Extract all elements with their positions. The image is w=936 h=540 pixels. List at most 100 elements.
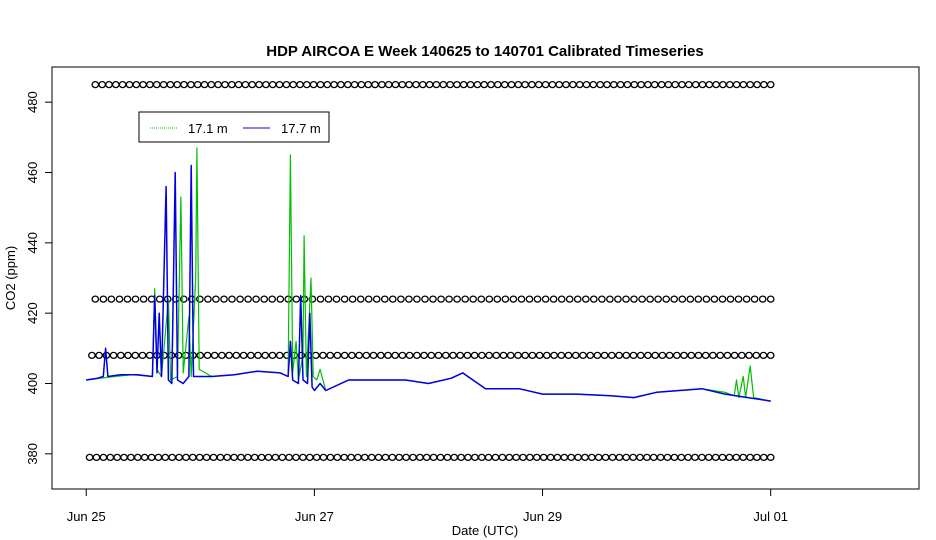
flag-marker	[236, 295, 244, 303]
flag-marker	[124, 351, 132, 360]
flag-marker	[425, 80, 434, 89]
flag-marker	[732, 453, 741, 462]
flag-marker	[168, 453, 177, 462]
flag-marker	[485, 295, 494, 303]
flag-marker	[514, 351, 522, 360]
flag-marker	[116, 351, 125, 360]
flag-marker	[657, 80, 666, 89]
flag-marker	[649, 453, 658, 462]
flag-marker	[340, 295, 349, 303]
flag-marker	[187, 80, 195, 89]
flag-marker	[678, 295, 687, 303]
flag-marker	[308, 295, 317, 303]
flag-marker	[704, 453, 713, 462]
flag-marker	[88, 351, 96, 360]
flag-marker	[698, 80, 707, 89]
flag-marker	[723, 351, 732, 360]
flag-marker	[405, 80, 413, 89]
flag-marker	[214, 80, 222, 89]
flag-marker	[553, 453, 562, 462]
flag-marker	[656, 453, 665, 462]
flag-marker	[629, 453, 637, 462]
flag-marker	[362, 351, 371, 360]
flag-marker	[436, 453, 445, 462]
flag-marker	[746, 453, 754, 462]
flag-marker	[664, 80, 673, 89]
flag-marker	[429, 295, 437, 303]
flag-marker	[367, 453, 376, 462]
y-tick-label: 380	[25, 443, 40, 465]
flag-marker	[532, 453, 541, 462]
flag-marker	[98, 80, 107, 89]
flag-marker	[378, 80, 386, 89]
flag-marker	[541, 80, 550, 89]
flag-marker	[684, 80, 693, 89]
flag-marker	[614, 295, 622, 303]
flag-marker	[223, 453, 232, 462]
flag-marker	[405, 351, 414, 360]
flag-marker	[174, 351, 183, 360]
flag-marker	[443, 453, 452, 462]
flag-marker	[718, 295, 727, 303]
flag-marker	[557, 351, 566, 360]
flag-marker	[478, 351, 486, 360]
y-tick-label: 460	[25, 162, 40, 184]
flag-marker	[154, 453, 163, 462]
flag-marker	[91, 295, 100, 303]
flag-marker	[237, 453, 245, 462]
flag-marker	[204, 295, 212, 303]
flag-marker	[587, 453, 596, 462]
flag-marker	[658, 351, 667, 360]
flag-marker	[234, 80, 243, 89]
flag-marker	[746, 80, 755, 89]
flag-marker	[477, 295, 486, 303]
flag-marker	[302, 80, 311, 89]
flag-marker	[445, 295, 453, 303]
x-tick-label: Jun 25	[67, 509, 106, 524]
flag-marker	[464, 453, 472, 462]
flag-marker	[493, 295, 502, 303]
flag-marker	[732, 80, 741, 89]
flag-marker	[514, 80, 523, 89]
flag-marker	[261, 351, 270, 360]
flag-marker	[581, 453, 589, 462]
flag-marker	[528, 351, 537, 360]
flag-marker	[250, 453, 259, 462]
flag-marker	[651, 351, 660, 360]
flag-marker	[360, 453, 369, 462]
flag-marker	[146, 80, 154, 89]
flag-marker	[766, 453, 775, 462]
flag-marker	[347, 453, 355, 462]
flag-marker	[453, 295, 461, 303]
flag-marker	[299, 453, 307, 462]
flag-marker	[526, 453, 534, 462]
flag-marker	[405, 295, 413, 303]
flag-marker	[397, 295, 405, 303]
flag-marker	[210, 351, 219, 360]
flag-marker	[680, 351, 688, 360]
flag-marker	[155, 295, 164, 303]
flag-marker	[603, 80, 611, 89]
y-tick-label: 400	[25, 373, 40, 395]
flag-marker	[759, 453, 768, 462]
x-tick-label: Jun 29	[523, 509, 562, 524]
flag-marker	[173, 80, 182, 89]
flag-marker	[607, 351, 616, 360]
flag-marker	[662, 295, 671, 303]
flag-marker	[285, 453, 293, 462]
flag-marker	[719, 80, 727, 89]
flag-marker	[453, 80, 461, 89]
flag-marker	[275, 351, 284, 360]
flag-marker	[92, 453, 101, 462]
flag-marker	[343, 80, 352, 89]
flag-marker	[752, 351, 761, 360]
flag-marker	[166, 80, 175, 89]
flag-marker	[109, 351, 118, 360]
flag-marker	[248, 80, 257, 89]
flag-marker	[131, 295, 140, 303]
flag-marker	[182, 453, 190, 462]
flag-marker	[565, 295, 574, 303]
flag-marker	[161, 453, 170, 462]
flag-marker	[388, 295, 397, 303]
y-tick-label: 480	[25, 91, 40, 113]
